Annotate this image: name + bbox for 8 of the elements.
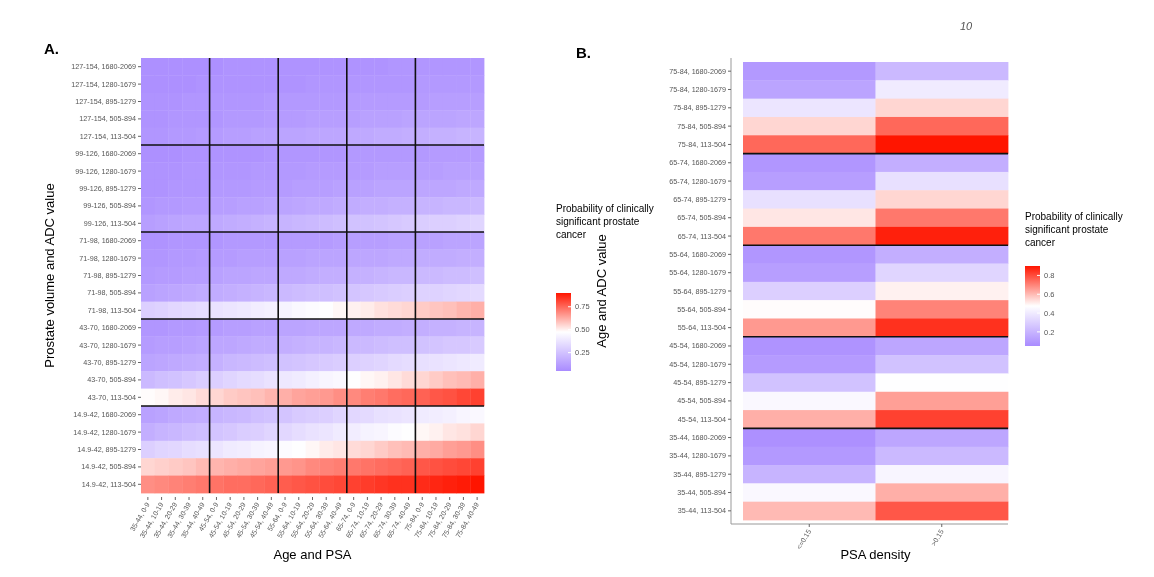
x-axis-title: PSA density — [840, 547, 912, 562]
text: 10 — [959, 20, 973, 32]
y-axis-title: Prostate volume and ADC value — [42, 183, 57, 368]
chart-title: A. — [44, 40, 59, 57]
text: B. — [576, 44, 591, 61]
y-axis-title: Age and ADC value — [594, 234, 609, 348]
color-bar-title: Probability of clinically significant prostate cancer — [1025, 211, 1123, 248]
x-axis-title: Age and PSA — [273, 547, 352, 562]
